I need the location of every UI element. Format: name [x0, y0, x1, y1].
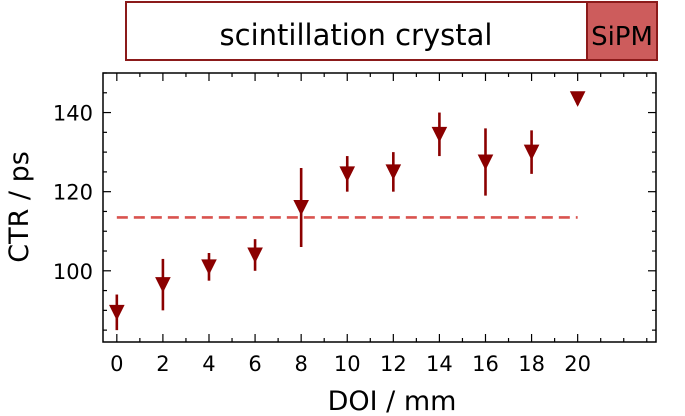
triangle-down-marker	[293, 200, 309, 216]
data-point	[477, 128, 494, 196]
axis-ticks	[103, 72, 656, 342]
y-tick-label: 100	[53, 260, 93, 284]
triangle-down-marker	[431, 126, 448, 143]
data-point	[431, 112, 448, 157]
sipm-box	[586, 1, 658, 61]
x-tick-label: 2	[156, 352, 169, 376]
x-tick-label: 18	[518, 352, 545, 376]
x-tick-label: 10	[334, 352, 361, 376]
triangle-down-marker	[477, 154, 494, 171]
crystal-box	[125, 1, 588, 61]
y-tick-label: 120	[53, 181, 93, 205]
x-tick-label: 14	[426, 352, 453, 376]
data-layer	[109, 91, 586, 331]
x-tick-label: 16	[472, 352, 499, 376]
data-point	[109, 294, 125, 331]
y-tick-label: 140	[53, 102, 93, 126]
data-point	[523, 130, 540, 174]
x-tick-label: 8	[294, 352, 307, 376]
data-point	[201, 252, 217, 281]
crystal-label: scintillation crystal	[220, 18, 493, 52]
triangle-down-marker	[201, 259, 217, 275]
x-tick-label: 6	[248, 352, 261, 376]
x-tick-labels: 0 2 4 6 8 10 12 14 16 18 20	[110, 352, 591, 376]
data-point	[155, 258, 171, 311]
y-axis-label: CTR / ps	[4, 151, 35, 263]
plot-frame	[102, 72, 657, 343]
data-point	[247, 239, 263, 271]
data-point	[293, 167, 309, 248]
triangle-down-marker	[385, 164, 402, 181]
triangle-down-marker	[155, 277, 171, 293]
triangle-down-marker	[523, 144, 540, 161]
data-point	[385, 152, 402, 192]
triangle-down-marker	[569, 91, 586, 107]
detector-header: scintillation crystal SiPM	[125, 1, 658, 61]
triangle-down-marker	[109, 304, 125, 321]
x-tick-label: 4	[202, 352, 215, 376]
triangle-down-marker	[247, 247, 263, 264]
sipm-label: SiPM	[591, 22, 653, 52]
x-axis-label: DOI / mm	[328, 386, 457, 416]
data-point	[339, 156, 356, 192]
x-tick-label: 20	[564, 352, 591, 376]
x-tick-label: 0	[110, 352, 123, 376]
data-point	[569, 91, 586, 107]
y-tick-labels: 100 120 140	[53, 102, 93, 284]
x-tick-label: 12	[380, 352, 407, 376]
triangle-down-marker	[339, 166, 356, 182]
